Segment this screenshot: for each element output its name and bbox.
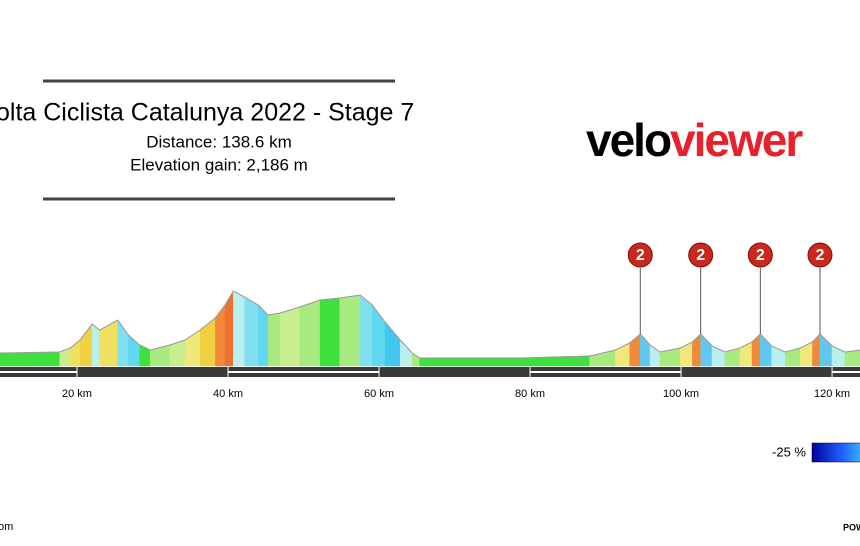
chart-title: olta Ciclista Catalunya 2022 - Stage 7 [0,99,414,127]
profile-segment [589,349,616,367]
profile-segment [812,333,821,367]
x-tick-label: 20 km [62,388,92,400]
profile-segment [244,296,259,367]
logo-part: viewer [670,114,803,166]
climb-marker [747,242,773,268]
climb-category: 2 [756,247,765,264]
profile-segment [139,344,151,367]
profile-segment [785,347,801,367]
profile-segment [399,339,413,367]
x-tick-label: 100 km [663,388,699,400]
profile-segment [299,299,321,367]
profile-segment [739,341,753,367]
profile-segment [233,290,245,367]
footer: POW [843,522,860,532]
climb-marker [688,242,714,268]
profile-segment [199,317,216,367]
climb-category: 2 [816,247,825,264]
subtitle: Elevation gain: 2,186 m [130,155,308,174]
subtitle: Distance: 138.6 km [146,132,292,151]
logo-part: velo [586,114,671,166]
profile-segment [59,347,71,367]
climb-category: 2 [696,247,705,264]
profile-segment [751,333,761,367]
distance-bar [0,367,860,377]
profile-segment [700,333,713,367]
profile-segment [844,349,860,367]
profile-segment [760,333,772,367]
profile-outline [0,290,860,359]
climb-marker [627,242,653,268]
profile-segment [99,319,119,367]
profile-segment [659,347,681,367]
profile-segment [79,323,93,367]
profile-segment [692,333,701,367]
climb-marker [807,242,833,268]
x-tick-label: 80 km [515,388,545,400]
profile-segment [419,357,521,367]
footer: om [0,521,13,533]
profile-segment [91,323,100,367]
profile-segment [0,351,60,367]
x-tick-label: 120 km [814,388,850,400]
profile-segment [384,321,401,367]
profile-segment [819,333,833,367]
legend-label: -25 % [772,444,806,459]
x-tick-label: 60 km [364,388,394,400]
profile-segment [359,294,373,367]
profile-segment [319,297,341,367]
climb-category: 2 [636,247,645,264]
legend-scale [811,442,860,463]
profile-segment [339,294,361,367]
logo: veloviewer [586,114,803,166]
profile-segment [800,341,813,367]
profile-segment [680,341,693,367]
profile-segment [214,304,226,367]
profile-segment [267,312,281,367]
profile-segment [150,344,171,367]
profile-segment [724,347,741,367]
x-tick-label: 40 km [213,388,243,400]
profile-segment [279,306,301,367]
